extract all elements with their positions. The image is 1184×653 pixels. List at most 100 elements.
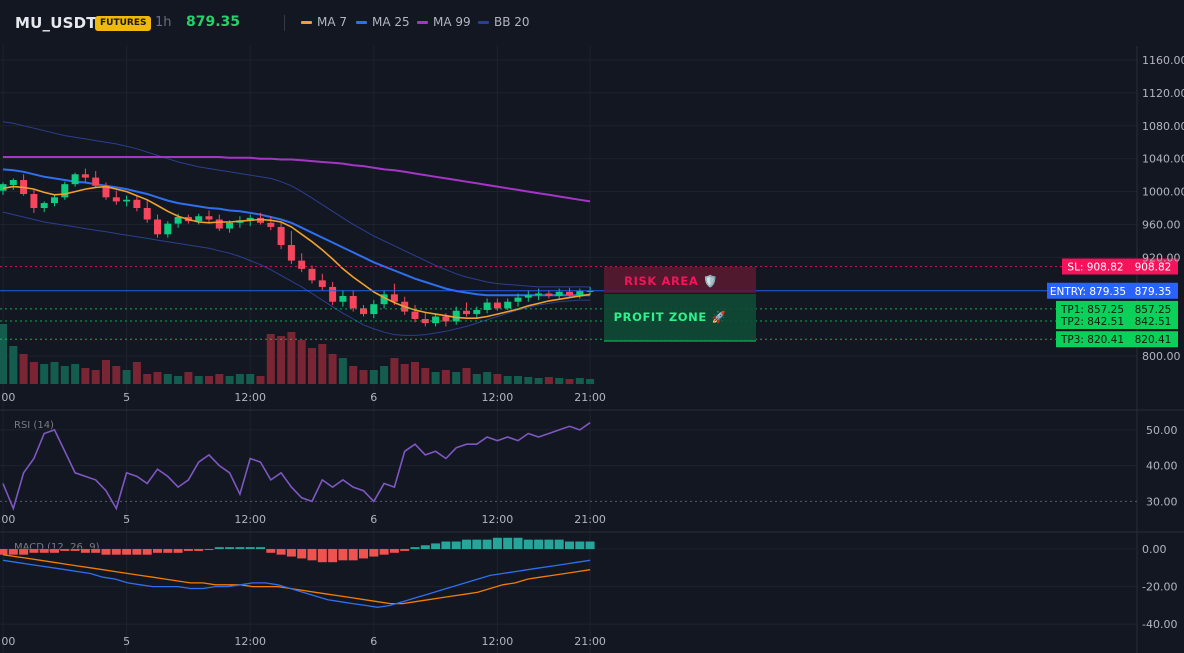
candle-body	[215, 219, 223, 229]
macd-hist-bar	[441, 541, 451, 550]
macd-hist-bar	[8, 549, 18, 555]
volume-bar	[359, 370, 368, 384]
macd-hist-bar	[50, 549, 59, 553]
candle-body	[195, 216, 203, 222]
risk-area-zone[interactable]	[604, 267, 756, 293]
macd-signal-line	[2, 554, 591, 605]
axis-tag-text-tp1: 857.25	[1135, 304, 1172, 316]
volume-bar	[369, 370, 378, 384]
candle-body	[92, 177, 100, 186]
level-tag-text-tp1: TP1: 857.25	[1060, 304, 1124, 316]
candle-body	[61, 184, 69, 198]
macd-hist-bar	[544, 539, 554, 550]
macd-hist-bar	[400, 549, 410, 551]
macd-hist-bar	[91, 549, 101, 553]
volume-bar	[143, 374, 152, 384]
candle-body	[287, 245, 295, 261]
time-tick-label: 21:00	[574, 635, 606, 648]
price-tick-label: 960.00	[1142, 218, 1181, 231]
candle-body	[174, 217, 182, 224]
profit-zone[interactable]	[604, 294, 756, 341]
volume-bar	[524, 377, 533, 384]
legend-ma25-label: MA 25	[372, 15, 410, 29]
timeframe-label[interactable]: 1h	[155, 15, 172, 30]
macd-hist-bar	[142, 549, 152, 555]
macd-hist-bar	[132, 549, 142, 555]
axis-tag-entry	[1129, 282, 1178, 299]
profit-zone-label: PROFIT ZONE 🚀	[614, 310, 727, 324]
candle-body	[339, 295, 347, 302]
candle-body	[51, 197, 58, 204]
volume-bar	[472, 374, 481, 384]
level-tag-text-sl: SL: 908.82	[1067, 262, 1123, 274]
legend-ma25[interactable]: MA 25	[356, 15, 410, 29]
candle-body	[483, 302, 491, 310]
time-tick-label: 2:00	[0, 391, 15, 404]
candle-body	[318, 280, 326, 287]
rsi-tick-label: 40.00	[1146, 460, 1178, 473]
macd-hist-bar	[122, 549, 132, 555]
time-axis-main[interactable]: 2:00 5 12:00 6 12:00 21:00	[0, 391, 606, 404]
macd-hist-bar	[565, 541, 574, 550]
volume-bar	[102, 360, 110, 384]
macd-hist-bar	[0, 549, 8, 555]
price-axis[interactable]: 1160.00 1120.00 1080.00 1040.00 1000.00 960.0…	[1142, 54, 1184, 363]
time-tick-label: 5	[123, 513, 130, 526]
macd-hist-bar	[286, 549, 296, 557]
macd-hist-bar	[534, 539, 544, 550]
candle-body	[102, 185, 110, 198]
candle-body	[143, 208, 151, 220]
candle-body	[411, 311, 419, 319]
level-tag-text-tp3: TP3: 820.41	[1060, 334, 1124, 346]
candle-body	[246, 217, 254, 221]
risk-area-label: RISK AREA 🛡️	[624, 274, 718, 288]
time-tick-label: 2:00	[0, 513, 15, 526]
candle-body	[40, 203, 48, 208]
macd-hist-bar	[60, 549, 70, 551]
time-tick-label: 12:00	[482, 513, 514, 526]
macd-axis[interactable]: 0.00 -20.00 -40.00	[1142, 543, 1177, 631]
axis-tag-tp2	[1129, 313, 1178, 330]
volume-bar	[163, 374, 172, 384]
macd-hist-bar	[328, 549, 338, 563]
ma7-swatch	[301, 20, 312, 24]
volume-bars	[0, 324, 595, 384]
macd-hist-bar	[513, 537, 523, 550]
macd-hist-bar	[183, 549, 193, 551]
legend-ma7[interactable]: MA 7	[301, 15, 347, 29]
macd-hist-bar	[101, 549, 111, 555]
candle-body	[566, 291, 573, 296]
candle-body	[555, 291, 563, 296]
volume-bar	[534, 378, 543, 384]
macd-hist-bar	[276, 549, 286, 555]
price-tick-label: 1160.00	[1142, 54, 1184, 67]
macd-hist-bar	[472, 539, 482, 550]
candle-body	[524, 295, 532, 298]
candle-body	[30, 194, 38, 208]
level-tag-tp3	[1056, 331, 1129, 348]
symbol-title[interactable]: MU_USDT	[15, 14, 97, 32]
volume-bar	[81, 368, 90, 384]
macd-hist-bar	[173, 549, 183, 553]
candle-body	[9, 180, 17, 185]
candle-body	[432, 316, 440, 324]
candle-body	[112, 197, 120, 202]
candle-body	[133, 199, 141, 208]
rsi-axis[interactable]: 50.00 40.00 30.00	[1146, 424, 1178, 509]
ma25-line	[2, 168, 591, 297]
rsi-title: RSI (14)	[14, 420, 54, 431]
macd-tick-label: 0.00	[1142, 543, 1167, 556]
volume-bar	[297, 340, 306, 384]
legend-ma99[interactable]: MA 99	[417, 15, 471, 29]
volume-bar	[555, 378, 564, 384]
candle-body	[205, 216, 213, 220]
price-tick-label: 1120.00	[1142, 87, 1184, 100]
macd-hist-bar	[379, 549, 389, 555]
candle-body	[154, 219, 161, 235]
candle-body	[349, 295, 357, 309]
volume-bar	[235, 374, 244, 384]
bb20-swatch	[478, 20, 489, 24]
legend-bb20[interactable]: BB 20	[478, 15, 530, 29]
grid-lines	[0, 46, 1137, 653]
